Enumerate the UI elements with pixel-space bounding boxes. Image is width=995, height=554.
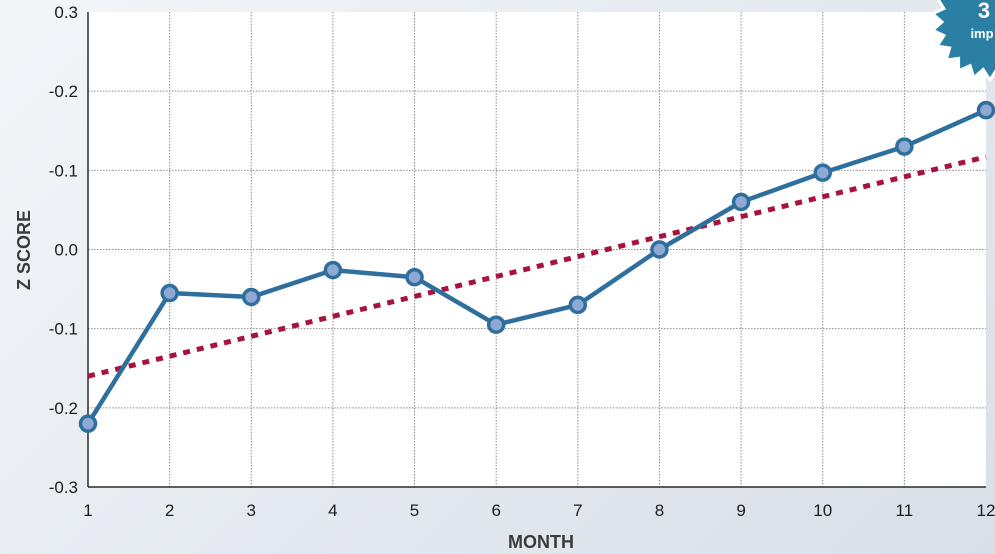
y-tick-label: -0.2 bbox=[49, 399, 78, 418]
x-tick-label: 8 bbox=[655, 501, 664, 520]
badge-number: 3 bbox=[978, 0, 990, 23]
data-point bbox=[568, 295, 588, 315]
data-point bbox=[731, 192, 751, 212]
x-tick-label: 1 bbox=[83, 501, 92, 520]
y-tick-label: -0.2 bbox=[49, 82, 78, 101]
badge-caption: imp bbox=[970, 26, 993, 41]
data-point bbox=[976, 100, 995, 120]
x-tick-label: 9 bbox=[736, 501, 745, 520]
x-tick-label: 3 bbox=[247, 501, 256, 520]
data-point bbox=[650, 240, 669, 259]
x-axis-title: MONTH bbox=[508, 532, 574, 552]
x-tick-label: 4 bbox=[328, 501, 337, 520]
y-tick-label: -0.1 bbox=[49, 320, 78, 339]
data-point bbox=[78, 414, 98, 433]
x-tick-label: 12 bbox=[977, 501, 995, 520]
trendline bbox=[87, 154, 987, 379]
y-axis-title: Z SCORE bbox=[14, 210, 34, 290]
badge-starburst bbox=[929, 0, 995, 83]
data-point bbox=[895, 137, 914, 156]
x-tick-label: 6 bbox=[491, 501, 500, 520]
badge: 3 imp bbox=[929, 0, 995, 83]
data-point bbox=[160, 283, 179, 303]
x-tick-label: 10 bbox=[813, 501, 832, 520]
series-line bbox=[86, 108, 987, 425]
x-tick-label: 5 bbox=[410, 501, 419, 520]
y-tick-label: 0.0 bbox=[54, 241, 78, 260]
series-layer bbox=[78, 100, 995, 433]
data-point bbox=[486, 315, 506, 334]
data-point bbox=[405, 267, 424, 287]
tick-labels: 0.3-0.2-0.10.0-0.1-0.2-0.31 2 3 4 5 6 7 8 9 10 11 1… bbox=[49, 3, 995, 520]
y-tick-label: 0.3 bbox=[54, 3, 78, 22]
x-tick-label: 2 bbox=[165, 501, 174, 520]
grid-lines bbox=[88, 12, 986, 487]
x-tick-label: 11 bbox=[896, 501, 914, 520]
y-tick-label: -0.1 bbox=[49, 161, 78, 180]
data-point bbox=[323, 260, 343, 280]
data-point bbox=[813, 163, 832, 182]
axes bbox=[87, 12, 986, 488]
y-tick-label: -0.3 bbox=[49, 478, 78, 497]
data-point bbox=[242, 287, 261, 307]
x-tick-label: 7 bbox=[573, 501, 582, 520]
